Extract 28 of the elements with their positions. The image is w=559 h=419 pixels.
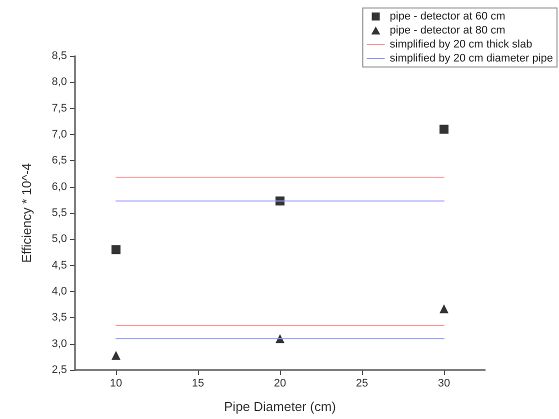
- y-tick-label: 6,5: [52, 154, 67, 167]
- y-tick-label: 8,0: [52, 76, 67, 88]
- y-tick-label: 5,0: [52, 233, 67, 246]
- x-tick-label: 25: [356, 378, 368, 390]
- x-axis-title: Pipe Diameter (cm): [224, 399, 336, 414]
- y-axis-title: Efficiency * 10^-4: [19, 163, 34, 263]
- legend-label: simplified by 20 cm diameter pipe: [390, 52, 554, 64]
- x-tick-label: 20: [274, 378, 286, 390]
- legend-label: pipe - detector at 60 cm: [390, 10, 506, 22]
- x-tick-label: 15: [192, 378, 204, 390]
- y-tick-label: 4,5: [52, 259, 67, 272]
- y-tick-label: 7,5: [52, 102, 67, 114]
- y-tick-label: 2,5: [52, 364, 67, 376]
- point: [440, 124, 448, 134]
- y-tick-label: 4,0: [52, 286, 67, 298]
- x-tick-label: 10: [110, 378, 122, 390]
- y-tick-label: 5,5: [52, 207, 67, 219]
- point: [440, 304, 448, 314]
- y-tick-label: 3,5: [52, 312, 67, 324]
- y-tick-label: 7,0: [52, 128, 67, 140]
- y-tick-label: 6,0: [52, 180, 67, 193]
- y-tick-label: 3,0: [52, 338, 67, 350]
- legend-label: pipe - detector at 80 cm: [390, 24, 506, 36]
- y-tick-label: 8,5: [52, 50, 67, 62]
- point: [112, 350, 120, 360]
- x-tick-label: 30: [438, 378, 450, 390]
- point: [112, 245, 120, 254]
- legend-label: simplified by 20 cm thick slab: [390, 38, 532, 50]
